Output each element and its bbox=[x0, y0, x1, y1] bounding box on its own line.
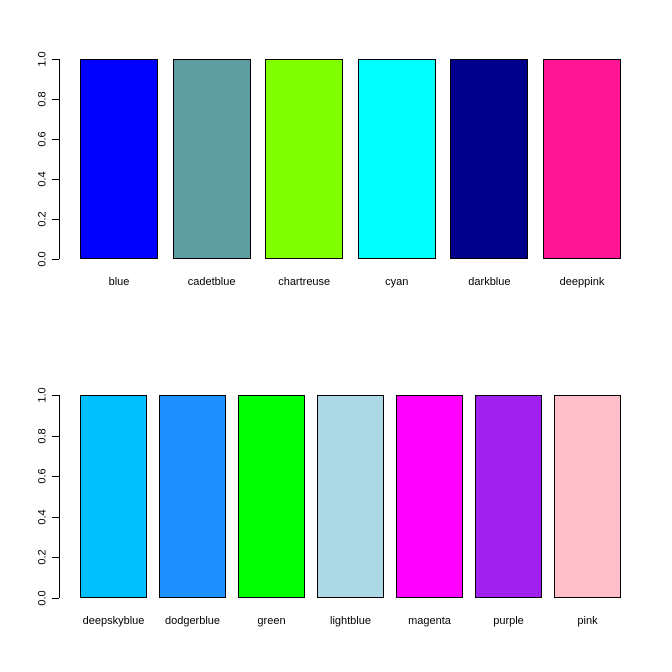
y-axis-tick-label: 0.2 bbox=[36, 211, 49, 227]
bar-cyan bbox=[357, 59, 436, 259]
x-axis-label-blue: blue bbox=[108, 276, 130, 288]
x-axis-label-lightblue: lightblue bbox=[330, 615, 371, 627]
y-axis-tick-label: 0.0 bbox=[36, 251, 49, 267]
y-axis-tick-label: 0.8 bbox=[36, 91, 49, 107]
bar-chartreuse bbox=[265, 59, 344, 259]
y-axis-tick bbox=[52, 219, 59, 220]
y-axis-tick bbox=[52, 476, 59, 478]
x-axis-label-cadetblue: cadetblue bbox=[187, 276, 236, 288]
bar-purple bbox=[475, 395, 542, 598]
y-axis-tick-label: 1.0 bbox=[36, 387, 49, 403]
y-axis-line bbox=[59, 59, 60, 259]
y-axis-tick bbox=[52, 557, 59, 559]
bar-lightblue bbox=[317, 395, 384, 598]
bar-dodgerblue bbox=[159, 395, 226, 598]
x-axis-label-magenta: magenta bbox=[408, 615, 451, 627]
y-axis-tick bbox=[52, 139, 59, 140]
y-axis-tick-label: 0.2 bbox=[36, 549, 49, 566]
top-barplot: 0.0 0.2 0.4 0.6 0.8 1.0 blue cadetblue chartreus… bbox=[37, 51, 636, 299]
y-axis-tick-label: 0.6 bbox=[36, 131, 49, 147]
y-axis-line bbox=[59, 395, 60, 598]
y-axis-tick bbox=[52, 59, 59, 60]
x-axis-label-purple: purple bbox=[493, 615, 524, 627]
bar-deeppink bbox=[543, 59, 621, 259]
x-axis-label-pink: pink bbox=[577, 615, 598, 627]
y-axis-tick-label: 0.0 bbox=[36, 590, 49, 606]
y-axis-tick bbox=[52, 179, 59, 180]
y-axis-tick bbox=[52, 435, 59, 437]
bottom-barplot: 0.0 0.2 0.4 0.6 0.8 1.0 deepskyblue dodgerblue g… bbox=[37, 387, 633, 638]
y-axis-tick bbox=[52, 516, 59, 518]
bar-green bbox=[238, 395, 305, 598]
y-axis-tick bbox=[52, 259, 59, 260]
bar-blue bbox=[80, 59, 158, 259]
y-axis-tick-label: 1.0 bbox=[36, 51, 49, 67]
x-axis-label-chartreuse: chartreuse bbox=[278, 276, 331, 288]
x-axis-label-darkblue: darkblue bbox=[468, 276, 511, 288]
bar-cadetblue bbox=[172, 59, 251, 259]
bar-darkblue bbox=[450, 59, 529, 259]
x-axis-label-deeppink: deeppink bbox=[559, 276, 605, 288]
y-axis-tick-label: 0.4 bbox=[36, 171, 49, 187]
bar-pink bbox=[554, 395, 621, 598]
y-axis-tick bbox=[52, 395, 59, 396]
y-axis-tick bbox=[52, 598, 59, 599]
x-axis-label-green: green bbox=[257, 615, 286, 627]
x-axis-label-dodgerblue: dodgerblue bbox=[164, 615, 221, 627]
bar-magenta bbox=[396, 395, 463, 598]
x-axis-label-deepskyblue: deepskyblue bbox=[82, 615, 145, 627]
x-axis-label-cyan: cyan bbox=[385, 276, 409, 288]
y-axis-tick bbox=[52, 99, 59, 100]
bar-deepskyblue bbox=[80, 395, 147, 598]
y-axis-tick-label: 0.6 bbox=[36, 468, 49, 484]
y-axis-tick-label: 0.8 bbox=[36, 427, 49, 444]
y-axis-tick-label: 0.4 bbox=[36, 509, 49, 525]
